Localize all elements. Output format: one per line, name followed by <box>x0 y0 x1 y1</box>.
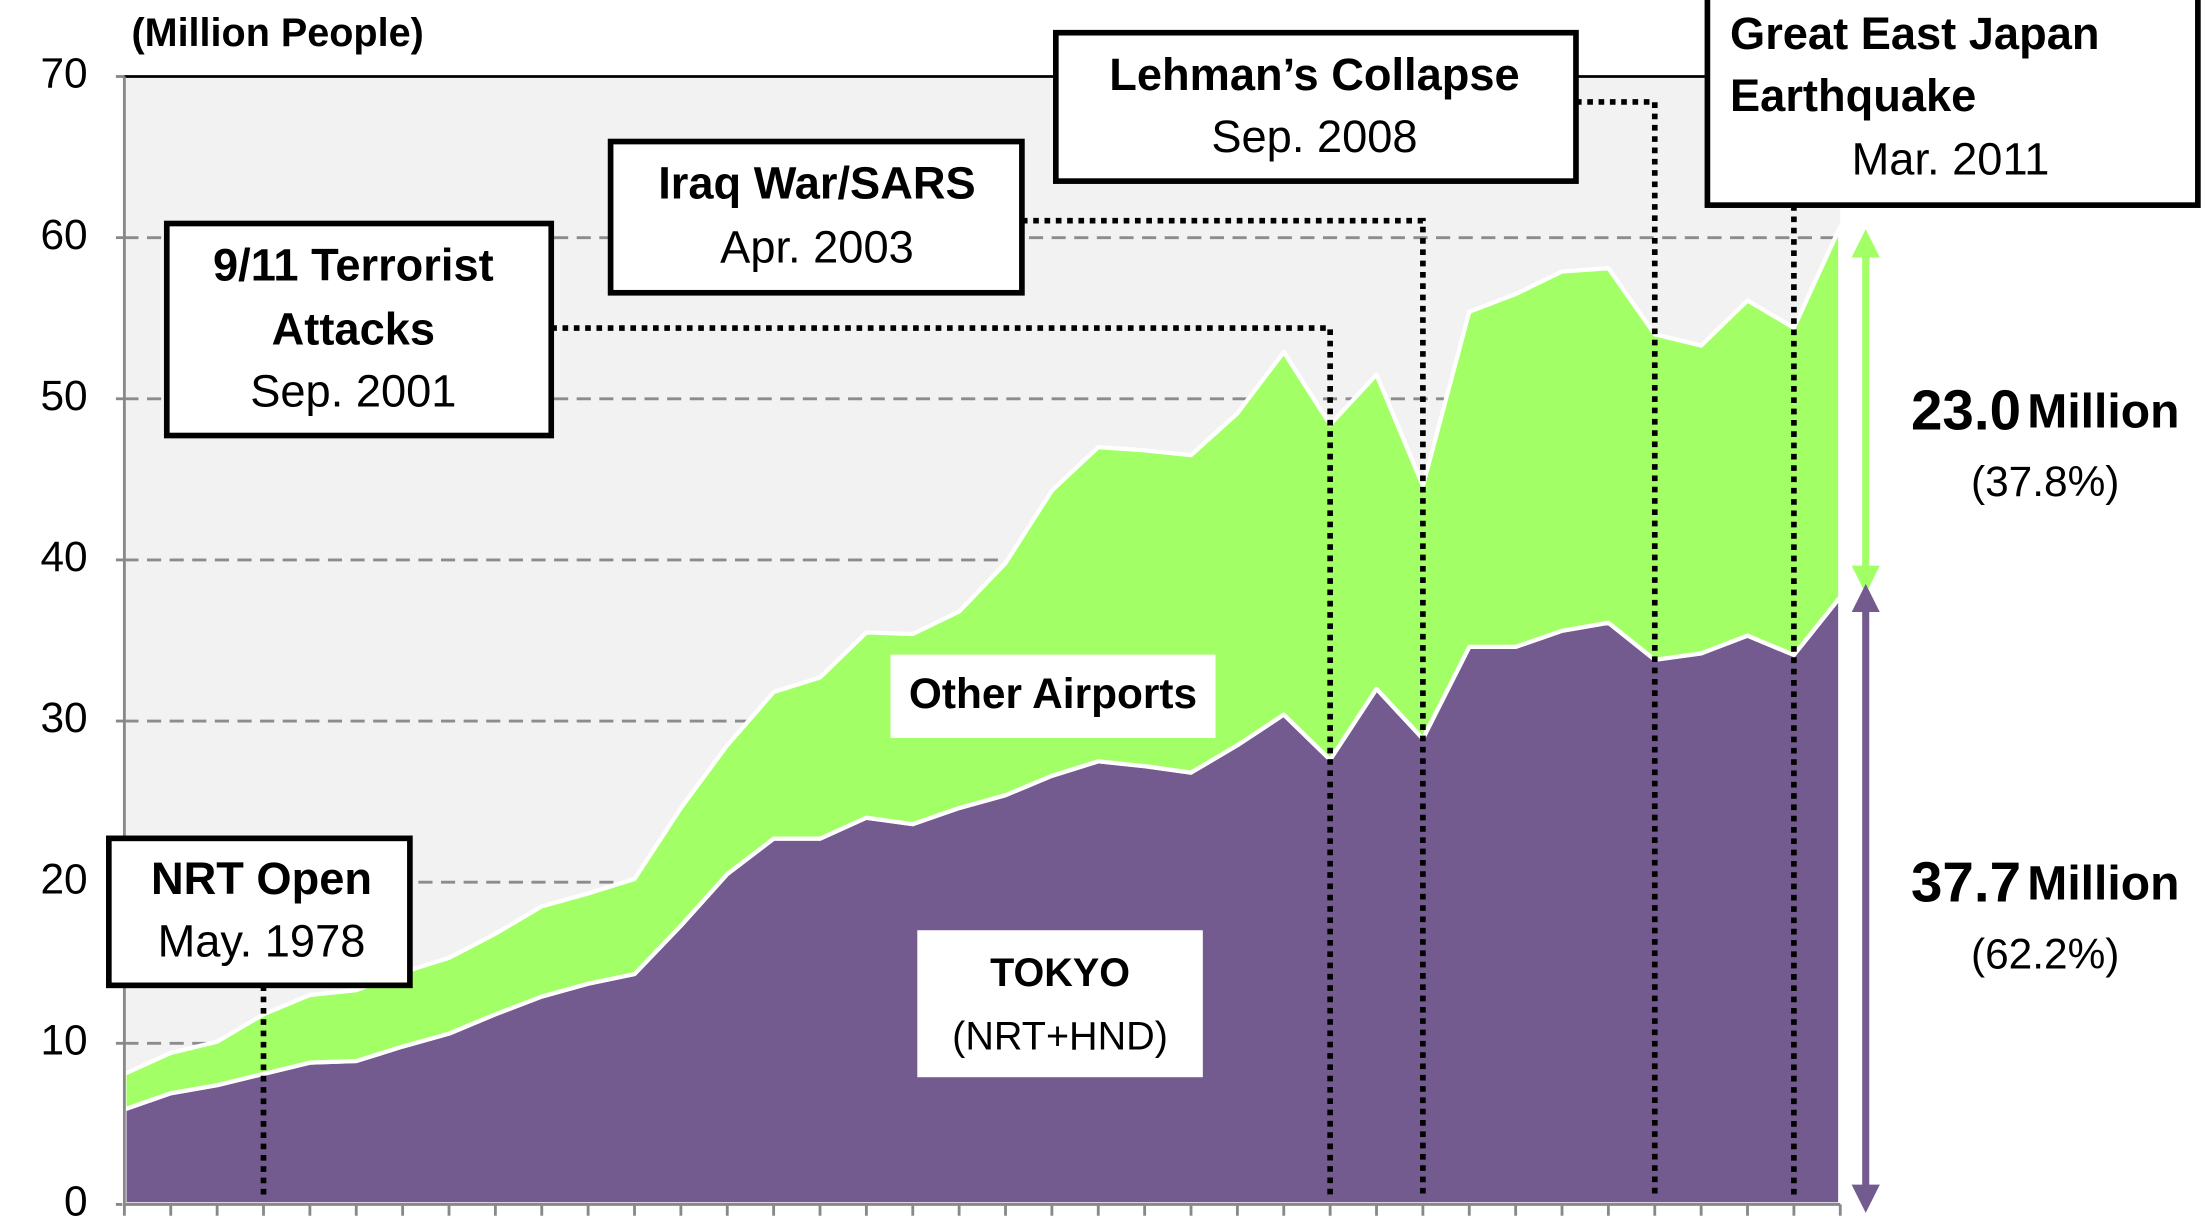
total-share: (62.2%) <box>1971 930 2119 977</box>
event-box <box>1052 29 1579 184</box>
y-tick-label: 10 <box>40 1017 87 1064</box>
event-box <box>163 220 555 439</box>
total-unit: Million <box>2027 857 2179 910</box>
event-title: Great East Japan <box>1730 8 2099 59</box>
y-tick-label: 50 <box>40 372 87 419</box>
y-tick-label: 70 <box>40 50 87 97</box>
event-date: May. 1978 <box>158 915 366 966</box>
event-date: Sep. 2001 <box>250 365 456 416</box>
event-date: Apr. 2003 <box>720 221 914 272</box>
y-tick-label: 30 <box>40 694 87 741</box>
event-title: Iraq War/SARS <box>658 158 975 209</box>
event-leader <box>1575 99 1658 1196</box>
series-label: (NRT+HND) <box>952 1015 1168 1059</box>
event-box <box>1704 0 2201 208</box>
event-title: 9/11 Terrorist <box>213 240 494 291</box>
event-title: NRT Open <box>151 853 372 904</box>
total-unit: Million <box>2027 385 2179 438</box>
series-label: Other Airports <box>909 670 1197 717</box>
total-value: 37.7 <box>1911 850 2021 913</box>
event-date: Mar. 2011 <box>1852 134 2050 185</box>
total-label: 23.0 Million <box>1911 378 2179 441</box>
event-box <box>106 835 413 989</box>
event-leader <box>1021 217 1426 1196</box>
event-title: Lehman’s Collapse <box>1109 49 1519 100</box>
label-box <box>917 930 1203 1078</box>
event-title: Earthquake <box>1730 70 1976 121</box>
total-share: (37.8%) <box>1971 458 2119 505</box>
total-value: 23.0 <box>1911 378 2021 441</box>
y-tick-label: 20 <box>40 855 87 902</box>
event-date: Sep. 2008 <box>1211 111 1417 162</box>
event-box <box>607 138 1025 296</box>
y-axis-label: (Million People) <box>131 11 423 55</box>
y-tick-label: 0 <box>64 1178 88 1223</box>
event-leader <box>551 325 1333 1196</box>
y-tick-label: 40 <box>40 533 87 580</box>
series-label: TOKYO <box>990 951 1130 995</box>
total-label: 37.7 Million <box>1911 850 2179 913</box>
event-title: Attacks <box>272 303 435 354</box>
label-box <box>890 654 1216 739</box>
y-tick-label: 60 <box>40 211 87 258</box>
